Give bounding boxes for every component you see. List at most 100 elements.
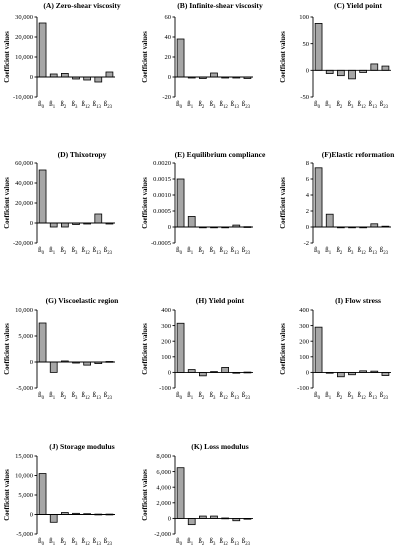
x-tick-label-symbol: ß — [220, 247, 224, 254]
y-tick-label: 200 — [299, 338, 309, 345]
x-tick-label: ß12 — [358, 101, 367, 110]
x-tick-label: ß1 — [49, 247, 55, 256]
x-tick-label: ß23 — [104, 538, 113, 547]
x-tick-label-symbol: ß — [60, 538, 64, 545]
bar-ß23 — [381, 65, 390, 71]
x-tick-label-symbol: ß — [82, 538, 86, 545]
x-tick-label-symbol: ß — [325, 247, 329, 254]
x-tick-label-subscript: 2 — [64, 251, 67, 256]
chart-panel-5: (E) Equilibrium compliance Coefficient va… — [142, 150, 266, 256]
x-tick-label-symbol: ß — [93, 101, 97, 108]
y-tick-label: 60 — [165, 14, 172, 21]
x-tick-label: ß3 — [348, 101, 354, 110]
x-tick-label-subscript: 23 — [245, 396, 250, 401]
x-tick-label-symbol: ß — [82, 392, 86, 399]
y-tick-label: 5,000 — [18, 333, 33, 340]
bar-ß0 — [314, 22, 323, 71]
x-tick-label-subscript: 0 — [318, 396, 321, 401]
x-tick-label-subscript: 3 — [351, 396, 354, 401]
x-tick-label: ß23 — [242, 538, 251, 547]
bar-ß2 — [61, 222, 69, 228]
x-tick-label: ß3 — [210, 247, 216, 256]
x-tick-label: ß2 — [198, 538, 204, 547]
x-tick-label: ß3 — [72, 101, 78, 110]
x-tick-label-symbol: ß — [72, 392, 76, 399]
x-tick-label: ß3 — [72, 538, 78, 547]
y-tick-label: 0.0005 — [153, 208, 171, 215]
x-tick-label: ß13 — [93, 247, 102, 256]
x-tick-label-symbol: ß — [72, 247, 76, 254]
y-tick-label: 8 — [306, 160, 309, 167]
x-tick-label-subscript: 13 — [234, 251, 239, 256]
x-tick-label-symbol: ß — [82, 101, 86, 108]
y-tick-label: 10,000 — [15, 307, 33, 314]
x-tick-label-symbol: ß — [198, 101, 202, 108]
x-tick-label-subscript: 1 — [329, 396, 332, 401]
x-tick-label-subscript: 2 — [64, 105, 67, 110]
y-tick-label: 2,000 — [156, 500, 171, 507]
x-tick-label-subscript: 2 — [202, 251, 205, 256]
bar-ß1 — [49, 361, 58, 373]
y-tick-label: 0 — [30, 74, 33, 81]
x-tick-label-symbol: ß — [187, 392, 191, 399]
x-tick-label-subscript: 3 — [75, 105, 78, 110]
y-tick-label: 10,000 — [15, 473, 33, 480]
bar-ß2 — [61, 73, 69, 78]
x-tick-label: ß3 — [72, 392, 78, 401]
x-tick-label-symbol: ß — [60, 101, 64, 108]
x-tick-label-subscript: 1 — [53, 542, 56, 547]
x-tick-label: ß12 — [82, 247, 91, 256]
x-tick-label-subscript: 0 — [42, 105, 45, 110]
x-tick-label-subscript: 13 — [234, 105, 239, 110]
x-tick-label-symbol: ß — [220, 538, 224, 545]
bar-ß1 — [49, 514, 58, 523]
x-tick-label: ß12 — [82, 538, 91, 547]
bar-ß13 — [94, 213, 103, 224]
y-tick-label: 10,000 — [15, 54, 33, 61]
x-tick-label-symbol: ß — [231, 392, 235, 399]
x-tick-label-subscript: 1 — [191, 251, 194, 256]
bar-ß0 — [176, 38, 185, 78]
x-tick-label-subscript: 23 — [245, 105, 250, 110]
x-tick-label-symbol: ß — [198, 538, 202, 545]
y-tick-label: 0.0020 — [153, 160, 171, 167]
x-tick-label-symbol: ß — [380, 101, 384, 108]
bar-ß2 — [199, 371, 207, 377]
x-tick-label-subscript: 23 — [107, 396, 112, 401]
x-tick-label-symbol: ß — [242, 392, 246, 399]
x-tick-label-subscript: 1 — [191, 542, 194, 547]
x-tick-label: ß1 — [325, 247, 331, 256]
y-tick-label: 300 — [299, 323, 309, 330]
y-tick-label: 300 — [161, 323, 171, 330]
x-tick-label-symbol: ß — [336, 101, 340, 108]
x-tick-label-subscript: 12 — [223, 542, 228, 547]
bar-ß3 — [210, 72, 218, 78]
chart-title: (F)Elastic reformation — [322, 150, 395, 159]
y-axis-label: Coefficient values — [4, 31, 11, 83]
x-tick-label: ß2 — [60, 247, 66, 256]
x-tick-label: ß23 — [380, 247, 389, 256]
x-tick-label: ß23 — [242, 392, 251, 401]
x-tick-label: ß12 — [220, 101, 229, 110]
chart-title: (G) Viscoelastic region — [46, 296, 120, 305]
chart-title: (I) Flow stress — [335, 296, 381, 305]
x-tick-label-symbol: ß — [49, 538, 53, 545]
y-tick-label: -2,000 — [154, 531, 171, 538]
x-tick-label-symbol: ß — [348, 101, 352, 108]
x-tick-label-subscript: 23 — [383, 396, 388, 401]
y-tick-label: 6 — [306, 176, 310, 183]
x-tick-label-subscript: 3 — [213, 542, 216, 547]
x-tick-label: ß13 — [231, 392, 240, 401]
x-tick-label-subscript: 23 — [245, 542, 250, 547]
y-tick-label: 15,000 — [15, 453, 33, 460]
x-tick-label-symbol: ß — [49, 247, 53, 254]
x-tick-label: ß3 — [348, 392, 354, 401]
x-tick-label-symbol: ß — [336, 247, 340, 254]
y-tick-label: -2 — [304, 240, 309, 247]
bar-ß23 — [381, 371, 390, 376]
x-tick-label: ß13 — [93, 392, 102, 401]
bar-ß23 — [105, 71, 114, 78]
chart-title: (K) Loss modulus — [191, 442, 248, 451]
